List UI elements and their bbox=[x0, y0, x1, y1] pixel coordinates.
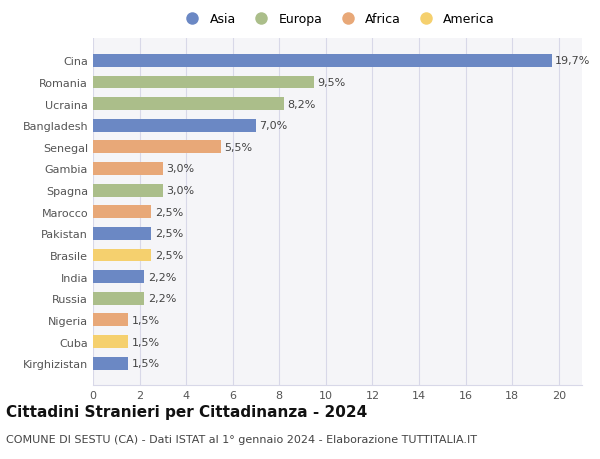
Text: 5,5%: 5,5% bbox=[224, 143, 253, 152]
Text: Cittadini Stranieri per Cittadinanza - 2024: Cittadini Stranieri per Cittadinanza - 2… bbox=[6, 404, 367, 419]
Bar bbox=[93, 313, 128, 327]
Text: 3,0%: 3,0% bbox=[166, 164, 194, 174]
Text: 2,2%: 2,2% bbox=[148, 272, 176, 282]
Text: 3,0%: 3,0% bbox=[166, 186, 194, 196]
Text: 2,5%: 2,5% bbox=[155, 207, 183, 217]
Bar bbox=[93, 98, 284, 111]
Text: 9,5%: 9,5% bbox=[318, 78, 346, 88]
Text: 1,5%: 1,5% bbox=[131, 358, 160, 368]
Bar bbox=[93, 76, 314, 90]
Bar bbox=[93, 270, 144, 284]
Text: 1,5%: 1,5% bbox=[131, 315, 160, 325]
Bar bbox=[93, 292, 144, 305]
Text: 2,2%: 2,2% bbox=[148, 294, 176, 303]
Text: COMUNE DI SESTU (CA) - Dati ISTAT al 1° gennaio 2024 - Elaborazione TUTTITALIA.I: COMUNE DI SESTU (CA) - Dati ISTAT al 1° … bbox=[6, 434, 477, 444]
Legend: Asia, Europa, Africa, America: Asia, Europa, Africa, America bbox=[178, 11, 497, 28]
Bar bbox=[93, 249, 151, 262]
Text: 19,7%: 19,7% bbox=[555, 56, 590, 66]
Bar bbox=[93, 227, 151, 241]
Text: 7,0%: 7,0% bbox=[259, 121, 288, 131]
Bar bbox=[93, 55, 552, 68]
Bar bbox=[93, 357, 128, 370]
Bar bbox=[93, 206, 151, 219]
Bar bbox=[93, 184, 163, 197]
Bar bbox=[93, 335, 128, 348]
Text: 1,5%: 1,5% bbox=[131, 337, 160, 347]
Text: 2,5%: 2,5% bbox=[155, 251, 183, 260]
Bar bbox=[93, 162, 163, 176]
Bar bbox=[93, 141, 221, 154]
Text: 2,5%: 2,5% bbox=[155, 229, 183, 239]
Text: 8,2%: 8,2% bbox=[287, 100, 316, 109]
Bar bbox=[93, 119, 256, 133]
